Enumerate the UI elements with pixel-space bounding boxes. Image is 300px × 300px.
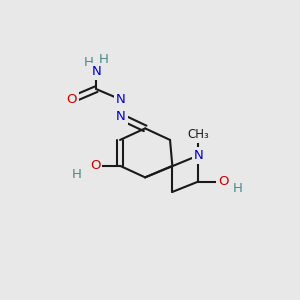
Text: N: N [194, 149, 203, 162]
Text: O: O [67, 93, 77, 106]
Text: CH₃: CH₃ [188, 128, 209, 141]
Text: H: H [232, 182, 242, 195]
Text: H: H [72, 168, 82, 181]
Text: H: H [99, 52, 109, 66]
Text: N: N [92, 65, 101, 78]
Text: O: O [218, 175, 228, 188]
Text: H: H [84, 56, 94, 69]
Text: N: N [116, 93, 126, 106]
Text: O: O [90, 159, 101, 172]
Text: N: N [116, 110, 126, 123]
